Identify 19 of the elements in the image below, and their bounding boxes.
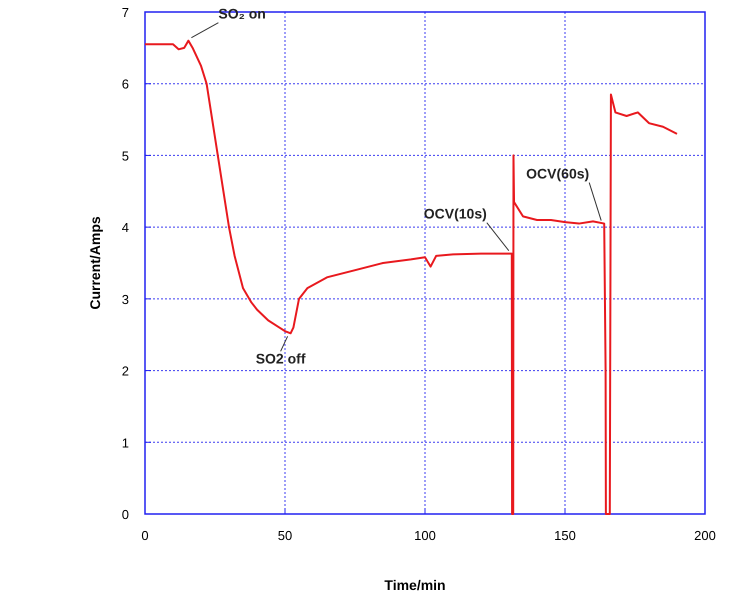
x-axis-title: Time/min xyxy=(384,577,446,593)
y-tick-label: 7 xyxy=(122,5,129,20)
x-tick-label: 50 xyxy=(278,528,292,543)
y-tick-label: 3 xyxy=(122,292,129,307)
y-tick-label: 1 xyxy=(122,435,129,450)
x-tick-label: 150 xyxy=(554,528,576,543)
y-tick-label: 6 xyxy=(122,76,129,92)
y-tick-label: 4 xyxy=(122,220,129,236)
y-tick-label: 0 xyxy=(122,507,129,522)
y-tick-label: 2 xyxy=(122,364,129,379)
annotation: OCV(10s) xyxy=(424,206,487,222)
y-tick-label: 5 xyxy=(122,148,129,164)
x-tick-label: 100 xyxy=(414,528,436,543)
x-tick-label: 200 xyxy=(694,528,716,543)
annotation: SO2 off xyxy=(256,350,306,366)
annotation: OCV(60s) xyxy=(526,166,590,182)
x-tick-label: 0 xyxy=(141,528,149,543)
line-series xyxy=(144,40,678,515)
y-axis-title: Current/Amps xyxy=(87,216,103,310)
